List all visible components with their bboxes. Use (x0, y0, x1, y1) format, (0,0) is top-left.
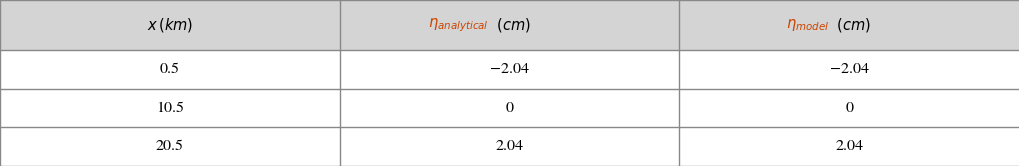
Text: 0: 0 (505, 101, 513, 115)
Bar (0, 127, 1019, 166)
Text: −2.04: −2.04 (829, 62, 868, 76)
Bar (0, 50, 1019, 88)
Text: 20.5: 20.5 (156, 140, 183, 153)
Text: 0: 0 (845, 101, 853, 115)
Bar (0, 88, 1019, 127)
Text: −2.04: −2.04 (489, 62, 529, 76)
Text: $\eta_{model}$: $\eta_{model}$ (786, 17, 828, 33)
Text: 0.5: 0.5 (160, 62, 179, 76)
Text: $\eta_{analytical}$: $\eta_{analytical}$ (428, 16, 489, 34)
Bar (0, 0, 1019, 50)
Text: $\,(cm)$: $\,(cm)$ (834, 16, 870, 34)
Text: 10.5: 10.5 (156, 101, 183, 115)
Text: 2.04: 2.04 (835, 140, 863, 153)
Text: $\,(cm)$: $\,(cm)$ (494, 16, 531, 34)
Text: 2.04: 2.04 (495, 140, 523, 153)
Text: $x\,(km)$: $x\,(km)$ (147, 16, 193, 34)
